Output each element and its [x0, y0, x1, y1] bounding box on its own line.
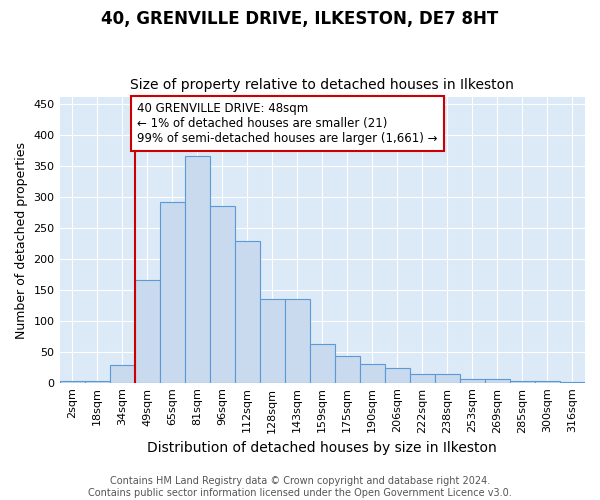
Bar — [110, 366, 134, 382]
Text: Contains HM Land Registry data © Crown copyright and database right 2024.
Contai: Contains HM Land Registry data © Crown c… — [88, 476, 512, 498]
Bar — [485, 379, 510, 382]
Bar — [160, 202, 185, 382]
Bar — [235, 241, 260, 382]
Bar — [134, 280, 160, 382]
Bar — [435, 374, 460, 382]
Bar — [460, 379, 485, 382]
Text: 40 GRENVILLE DRIVE: 48sqm
← 1% of detached houses are smaller (21)
99% of semi-d: 40 GRENVILLE DRIVE: 48sqm ← 1% of detach… — [137, 102, 437, 144]
Bar — [209, 206, 235, 382]
Bar — [360, 364, 385, 382]
Bar — [410, 374, 435, 382]
Bar — [335, 356, 360, 382]
Title: Size of property relative to detached houses in Ilkeston: Size of property relative to detached ho… — [130, 78, 514, 92]
Bar — [385, 368, 410, 382]
Bar — [285, 299, 310, 382]
Y-axis label: Number of detached properties: Number of detached properties — [15, 142, 28, 338]
Text: 40, GRENVILLE DRIVE, ILKESTON, DE7 8HT: 40, GRENVILLE DRIVE, ILKESTON, DE7 8HT — [101, 10, 499, 28]
X-axis label: Distribution of detached houses by size in Ilkeston: Distribution of detached houses by size … — [148, 441, 497, 455]
Bar — [260, 299, 285, 382]
Bar — [310, 344, 335, 383]
Bar — [185, 156, 209, 382]
